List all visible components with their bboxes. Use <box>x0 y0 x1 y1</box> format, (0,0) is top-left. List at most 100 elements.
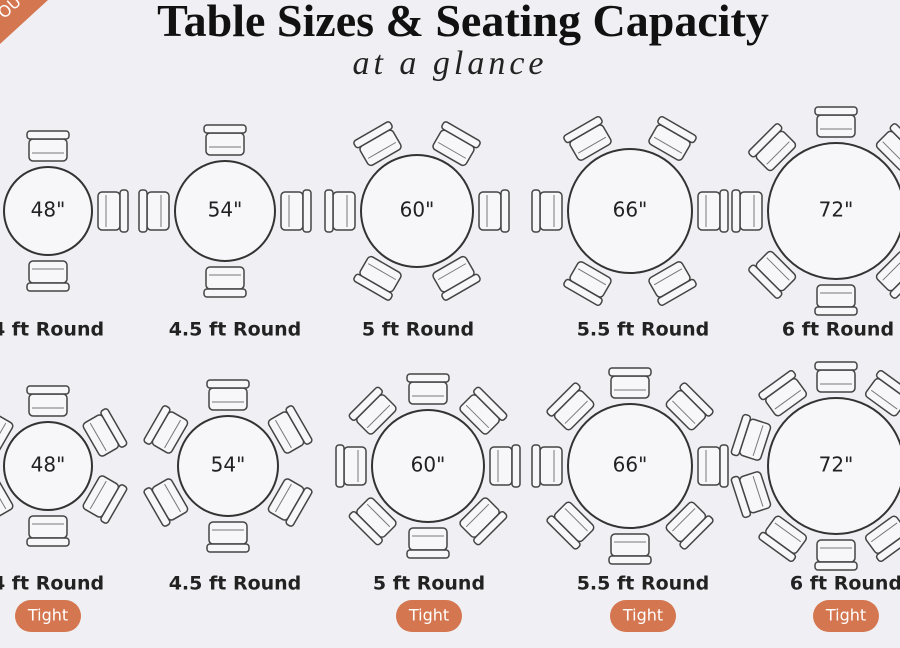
chair-line <box>0 422 7 452</box>
chair-line <box>766 141 790 165</box>
chair-line <box>752 425 764 457</box>
chair-back <box>473 386 508 421</box>
chair <box>608 533 652 565</box>
chair <box>864 515 900 563</box>
chair-line <box>274 419 292 449</box>
table-size: 66" <box>613 453 648 477</box>
table <box>567 148 693 274</box>
tag-pill <box>396 600 462 632</box>
chair <box>665 501 714 550</box>
chair-back <box>203 124 247 134</box>
chair-back <box>138 189 148 233</box>
chair-seat <box>610 375 650 399</box>
chair <box>26 260 70 292</box>
tag: Tight <box>622 606 663 625</box>
chair-back <box>353 273 393 301</box>
chair <box>864 369 900 417</box>
chair-seat <box>875 130 900 172</box>
chair-line <box>366 503 391 528</box>
chair-line <box>653 136 683 154</box>
chair-back <box>26 537 70 547</box>
chair-seat <box>816 114 856 138</box>
table-name: 4.5 ft Round <box>169 573 302 595</box>
table <box>371 409 485 523</box>
table <box>767 142 900 280</box>
chair <box>648 115 697 161</box>
chair <box>280 189 312 233</box>
chair-back <box>26 130 70 140</box>
chair-line <box>577 268 607 286</box>
chair-back <box>546 515 581 550</box>
chair-seat <box>280 191 304 231</box>
chair-back <box>758 531 797 563</box>
chair <box>267 478 313 527</box>
chair-back <box>206 543 250 553</box>
chair-back <box>348 511 383 546</box>
chair <box>26 385 70 417</box>
chair <box>730 471 772 519</box>
chair <box>203 124 247 156</box>
chair-seat <box>28 138 68 162</box>
chair-back <box>563 115 603 144</box>
chair-back <box>348 386 383 421</box>
chair-back <box>473 511 508 546</box>
chair-back <box>814 361 858 371</box>
chair-back <box>875 369 900 401</box>
table <box>567 403 693 529</box>
chair-back <box>657 278 697 307</box>
tag-pill <box>610 600 676 632</box>
chair <box>353 121 402 167</box>
chair-back <box>100 408 128 448</box>
chair-seat <box>332 191 356 231</box>
chair <box>143 478 189 527</box>
chair-seat <box>739 191 763 231</box>
chair-back <box>814 106 858 116</box>
chair-seat <box>539 446 563 486</box>
chair-back <box>748 264 783 299</box>
table-size: 48" <box>31 453 66 477</box>
chair <box>97 189 129 233</box>
chair-back <box>814 561 858 571</box>
chair-line <box>882 141 900 165</box>
chair <box>697 189 729 233</box>
table-size: 48" <box>31 198 66 222</box>
table <box>3 166 93 256</box>
chair-seat <box>0 414 14 457</box>
chair-back <box>406 549 450 559</box>
chair <box>335 444 367 488</box>
chair <box>730 413 772 461</box>
chair-back <box>100 484 128 524</box>
table-name: 5 ft Round <box>373 573 485 595</box>
chair <box>546 382 595 431</box>
chair-back <box>608 367 652 377</box>
chair-back <box>285 487 313 527</box>
chair-line <box>870 522 898 543</box>
chair <box>459 386 508 435</box>
chair-back <box>730 413 752 457</box>
chair-line <box>89 480 107 510</box>
chair-line <box>766 257 790 281</box>
chair-back <box>531 189 541 233</box>
chair-seat <box>205 266 245 290</box>
table <box>174 160 276 262</box>
table-name: 5 ft Round <box>362 319 474 341</box>
chair-line <box>774 389 802 410</box>
chair <box>459 497 508 546</box>
chair <box>665 382 714 431</box>
chair-line <box>367 141 397 159</box>
chair-seat <box>146 191 170 231</box>
chair <box>814 106 858 138</box>
chair-back <box>324 189 334 233</box>
chair-back <box>748 123 783 158</box>
title: Table Sizes & Seating Capacity <box>157 0 769 46</box>
chair-line <box>672 508 696 532</box>
chair-line <box>653 268 683 286</box>
table-name: 5.5 ft Round <box>577 319 710 341</box>
table-size: 60" <box>411 453 446 477</box>
chair-line <box>564 508 588 532</box>
chair-back <box>730 475 752 519</box>
chair-back <box>406 373 450 383</box>
tag: Tight <box>408 606 449 625</box>
chair-back <box>546 382 581 417</box>
